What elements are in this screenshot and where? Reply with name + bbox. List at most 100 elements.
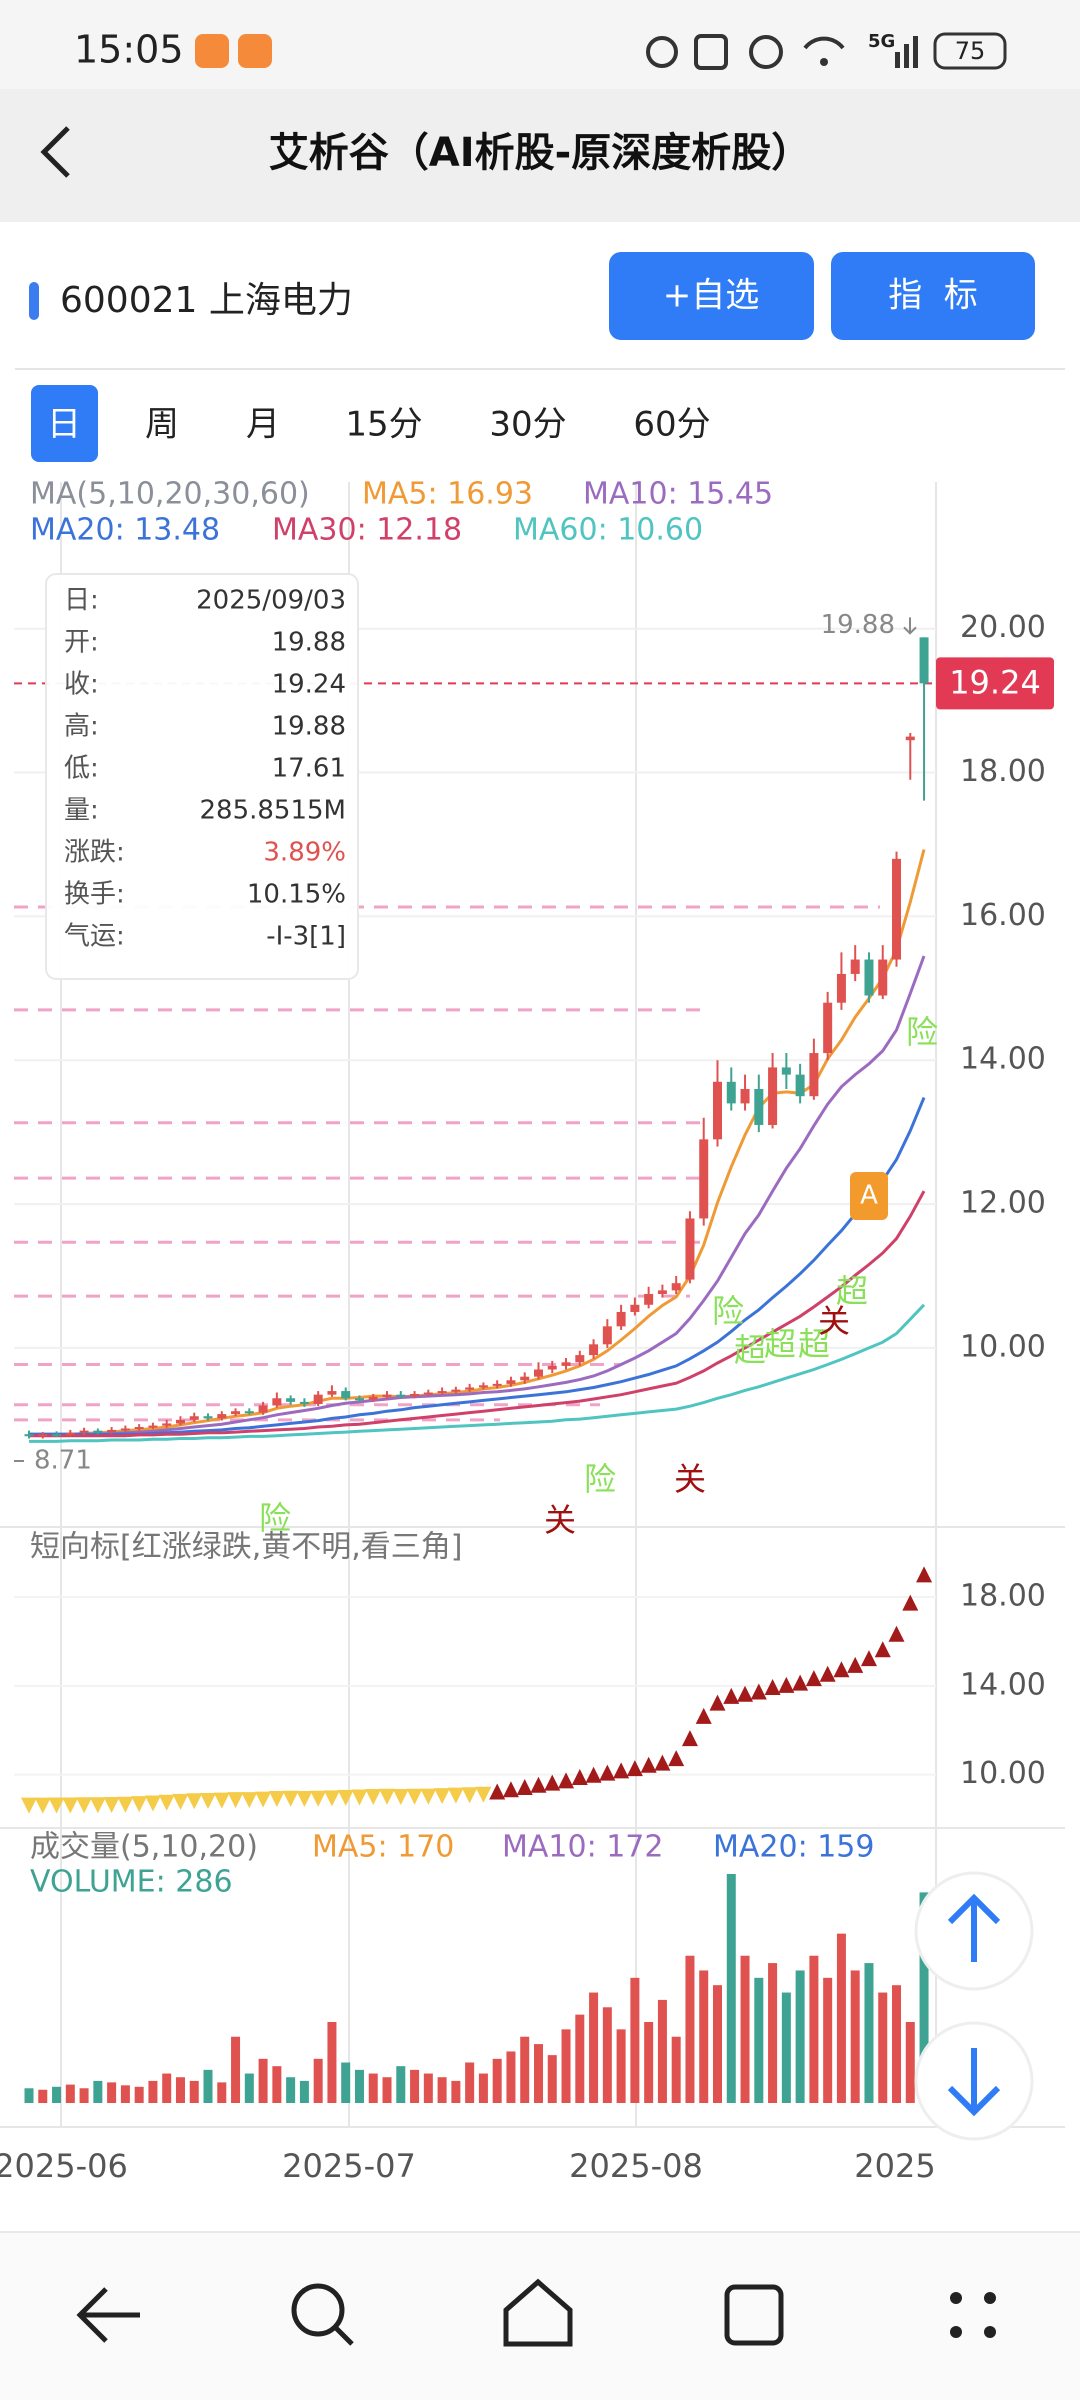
page-title: 艾析谷（AI析股-原深度析股）: [269, 130, 811, 176]
candle-body: [79, 1430, 89, 1433]
tooltip-value: 3.89%: [263, 838, 346, 868]
volume-bar: [175, 2077, 185, 2103]
volume-bar: [423, 2073, 433, 2103]
status-bar: [0, 0, 1080, 89]
watchlist-button[interactable]: [609, 252, 814, 340]
tab[interactable]: 60分: [633, 405, 710, 445]
indicator-button[interactable]: [831, 252, 1035, 340]
nav-tabs[interactable]: [724, 2284, 784, 2346]
candle-body: [892, 858, 902, 960]
candle-body: [65, 1432, 75, 1435]
short-marker: [626, 1760, 643, 1777]
app-icon: [195, 34, 229, 68]
candle-body: [809, 1053, 819, 1097]
back-button[interactable]: [40, 126, 70, 178]
candle-body: [657, 1290, 667, 1294]
volume-bar: [575, 2014, 585, 2103]
candle-body: [203, 1416, 213, 1419]
candle-body: [286, 1398, 296, 1402]
volume-bar: [134, 2086, 144, 2103]
candle-body: [754, 1089, 764, 1125]
tooltip-label: 高:: [64, 712, 99, 742]
high-label: 19.88: [821, 610, 895, 640]
tooltip-value: 285.8515M: [200, 796, 347, 826]
tooltip-label: 低:: [64, 754, 99, 784]
volume-bar: [65, 2084, 75, 2103]
candle-body: [781, 1067, 791, 1075]
volume-bar: [258, 2058, 268, 2103]
short-marker: [103, 1797, 120, 1814]
tab[interactable]: 15分: [345, 405, 422, 445]
short-marker: [131, 1796, 148, 1813]
short-marker: [681, 1730, 698, 1747]
volume-bar: [520, 2036, 530, 2103]
short-marker: [434, 1788, 451, 1805]
candle-body: [795, 1074, 805, 1097]
volume-bar: [823, 1977, 833, 2103]
short-marker: [323, 1790, 340, 1807]
y-tick-label: 10.00: [960, 1329, 1046, 1364]
stock-marker: [29, 282, 39, 320]
candle-body: [465, 1387, 475, 1390]
active-tab[interactable]: [31, 385, 98, 462]
candle-body: [423, 1392, 433, 1395]
tab[interactable]: 日: [47, 405, 81, 445]
nav-back[interactable]: [76, 2287, 140, 2343]
y-tick-label: 18.00: [960, 754, 1046, 789]
volume-bar: [410, 2069, 420, 2103]
tab[interactable]: 周: [145, 405, 179, 445]
candle-body: [175, 1419, 185, 1424]
volume-bar: [492, 2058, 502, 2103]
short-marker: [874, 1641, 891, 1658]
ma-line: [29, 1303, 926, 1443]
candle-body: [905, 736, 915, 741]
short-marker: [723, 1687, 740, 1704]
volume-bar: [754, 1977, 764, 2103]
down-arrow-icon: [947, 2048, 1001, 2117]
candle-body: [492, 1383, 502, 1386]
nav-home[interactable]: [503, 2278, 573, 2347]
candle-body: [836, 973, 846, 1003]
volume-bar: [685, 1955, 695, 2103]
short-marker: [461, 1787, 478, 1804]
short-marker: [530, 1776, 547, 1793]
annotation: 险: [259, 1499, 291, 1537]
volume-bar: [506, 2051, 516, 2103]
nav-menu[interactable]: [950, 2292, 996, 2338]
candle-body: [768, 1067, 778, 1125]
tooltip-value: 19.24: [272, 670, 346, 700]
ma-title: MA(5,10,20,30,60): [30, 477, 310, 512]
ma-legend: MA60: 10.60: [513, 513, 703, 548]
short-marker: [62, 1797, 79, 1814]
candle-body: [24, 1434, 34, 1437]
annotation: 关: [544, 1501, 576, 1539]
candle-body: [699, 1139, 709, 1219]
candle-body: [630, 1304, 640, 1312]
y-tick-label: 14.00: [960, 1667, 1046, 1702]
volume-bar: [630, 1977, 640, 2103]
x-tick-label: 2025: [854, 2147, 935, 2185]
short-marker: [379, 1788, 396, 1805]
volume-bar: [809, 1955, 819, 2103]
short-marker: [76, 1797, 93, 1814]
short-marker: [296, 1791, 313, 1808]
chart-frame: [0, 482, 1065, 2128]
volume-bar: [217, 2082, 227, 2103]
volume-bar: [644, 2022, 654, 2103]
short-marker: [516, 1779, 533, 1796]
volume-bar: [162, 2073, 172, 2103]
tooltip-label: 日:: [64, 586, 99, 616]
nav-search[interactable]: [291, 2283, 354, 2346]
candle-body: [547, 1365, 557, 1370]
stock-name: 600021 上海电力: [60, 280, 353, 321]
short-marker: [750, 1683, 767, 1700]
tab[interactable]: 月: [246, 405, 280, 445]
tab[interactable]: 30分: [489, 405, 566, 445]
x-tick-label: 2025-06: [0, 2147, 128, 2185]
annotation: 关: [818, 1302, 850, 1340]
candle-body: [313, 1394, 323, 1405]
volume-bar: [905, 2022, 915, 2103]
candle-body: [864, 959, 874, 996]
ma-line: [29, 1097, 926, 1436]
candle-body: [713, 1081, 722, 1140]
